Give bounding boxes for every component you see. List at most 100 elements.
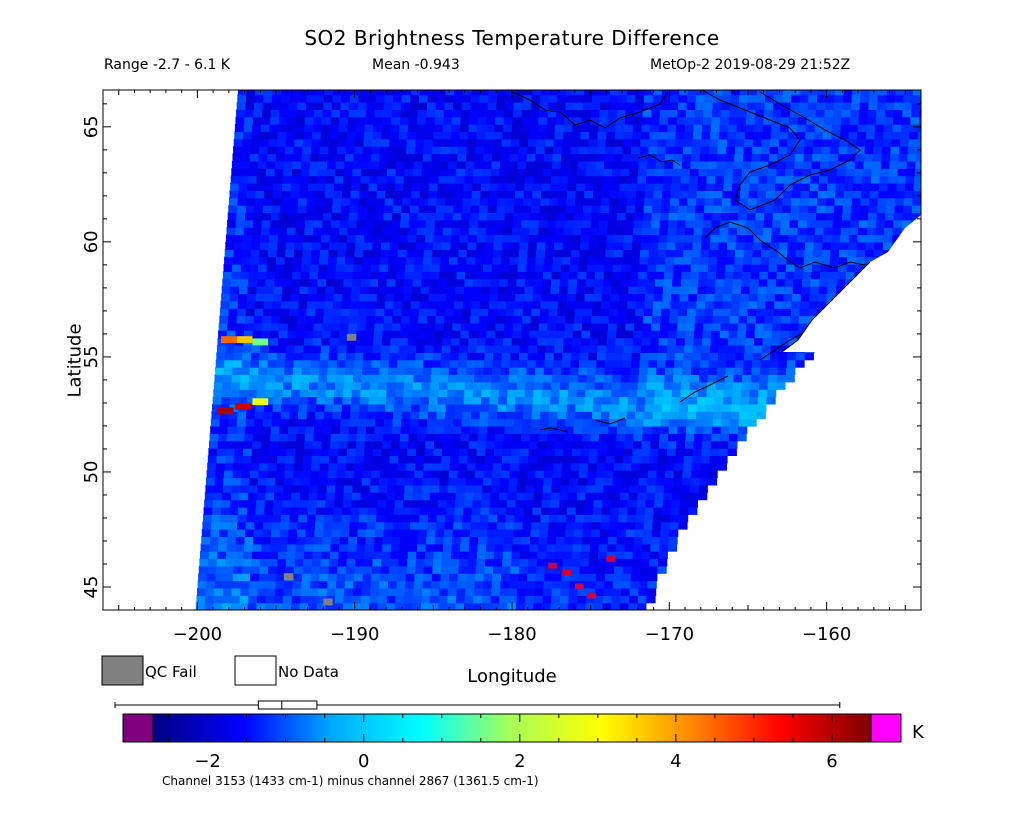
heatmap-cell xyxy=(592,90,602,96)
heatmap-cell xyxy=(624,124,634,133)
heatmap-cell xyxy=(379,573,390,582)
heatmap-cell xyxy=(270,109,280,118)
heatmap-cell xyxy=(284,359,295,368)
heatmap-cell xyxy=(348,109,358,118)
heatmap-cell xyxy=(449,256,459,265)
heatmap-cell xyxy=(773,205,783,213)
heatmap-cell xyxy=(750,168,760,177)
heatmap-cell xyxy=(687,197,697,206)
heatmap-cell xyxy=(637,381,648,390)
heatmap-cell xyxy=(284,263,294,272)
heatmap-cell xyxy=(232,573,243,582)
heatmap-cell xyxy=(378,595,388,604)
heatmap-cell xyxy=(251,241,261,250)
heatmap-cell xyxy=(508,271,518,280)
heatmap-cell xyxy=(300,492,310,501)
heatmap-cell xyxy=(491,160,501,169)
heatmap-cell xyxy=(698,271,708,280)
heatmap-cell xyxy=(396,374,406,383)
heatmap-cell xyxy=(532,90,542,96)
heatmap-cell xyxy=(632,558,642,567)
heatmap-cell xyxy=(430,587,440,596)
heatmap-cell xyxy=(696,293,707,302)
heatmap-cell xyxy=(691,256,701,265)
heatmap-cell xyxy=(708,367,718,375)
heatmap-cell xyxy=(278,440,288,449)
heatmap-cell xyxy=(796,138,806,147)
heatmap-cell xyxy=(716,271,726,280)
heatmap-cell xyxy=(536,138,546,147)
heatmap-cell xyxy=(481,499,491,508)
heatmap-cell xyxy=(413,374,423,383)
heatmap-cell xyxy=(518,359,528,368)
heatmap-cell xyxy=(480,396,491,405)
heatmap-cell xyxy=(561,580,571,589)
heatmap-cell xyxy=(870,175,881,184)
heatmap-cell xyxy=(314,109,324,118)
heatmap-cell xyxy=(714,293,724,302)
heatmap-cell xyxy=(322,116,332,125)
heatmap-cell xyxy=(385,506,395,515)
heatmap-cell xyxy=(462,300,472,309)
heatmap-cell xyxy=(255,293,265,302)
heatmap-cell xyxy=(206,580,216,589)
heatmap-cell xyxy=(585,389,595,398)
heatmap-cell xyxy=(885,212,895,221)
heatmap-cell xyxy=(529,440,539,449)
heatmap-cell xyxy=(701,344,711,353)
heatmap-cell xyxy=(830,138,840,147)
heatmap-cell xyxy=(752,249,762,258)
heatmap-cell xyxy=(362,146,373,155)
heatmap-cell xyxy=(367,197,377,206)
heatmap-cell xyxy=(259,565,269,574)
heatmap-cell xyxy=(620,271,631,280)
heatmap-cell xyxy=(338,551,348,560)
heatmap-cell xyxy=(290,506,300,515)
heatmap-cell xyxy=(298,514,308,523)
heatmap-cell xyxy=(583,94,593,103)
heatmap-cell xyxy=(536,565,546,574)
heatmap-cell xyxy=(859,212,869,221)
heatmap-cell xyxy=(510,241,521,250)
heatmap-cell xyxy=(839,241,849,250)
heatmap-cell xyxy=(301,477,311,486)
heatmap-cell xyxy=(718,448,729,456)
heatmap-cell xyxy=(285,352,295,361)
heatmap-cell xyxy=(259,138,269,147)
heatmap-cell xyxy=(416,551,426,560)
heatmap-cell xyxy=(400,433,410,442)
heatmap-cell xyxy=(814,124,824,133)
heatmap-cell xyxy=(726,359,736,368)
heatmap-cell xyxy=(716,374,726,383)
heatmap-cell xyxy=(884,227,894,236)
heatmap-cell xyxy=(545,241,555,250)
heatmap-cell xyxy=(492,359,502,368)
heatmap-cell xyxy=(219,315,229,324)
heatmap-cell xyxy=(358,300,369,309)
heatmap-cell xyxy=(403,175,413,184)
heatmap-cell xyxy=(557,205,567,213)
heatmap-cell xyxy=(478,219,488,228)
heatmap-cell xyxy=(328,462,338,471)
heatmap-cell xyxy=(483,263,493,272)
heatmap-cell xyxy=(770,352,780,361)
heatmap-cell xyxy=(319,256,329,265)
heatmap-cell xyxy=(403,286,413,294)
heatmap-cell xyxy=(320,455,330,464)
heatmap-cell xyxy=(739,90,749,96)
heatmap-cell xyxy=(621,160,631,169)
heatmap-cell xyxy=(226,551,236,560)
heatmap-cell xyxy=(525,381,535,390)
heatmap-cell xyxy=(402,293,413,302)
heatmap-cell xyxy=(747,94,758,103)
heatmap-cell xyxy=(628,492,639,501)
heatmap-cell xyxy=(314,102,324,110)
heatmap-cell xyxy=(348,433,358,442)
heatmap-cell xyxy=(471,197,481,206)
heatmap-cell xyxy=(397,249,407,258)
heatmap-cell xyxy=(710,337,720,346)
heatmap-cell xyxy=(688,183,698,191)
heatmap-cell xyxy=(282,278,293,287)
heatmap-cell xyxy=(303,234,313,243)
heatmap-cell xyxy=(602,492,613,501)
